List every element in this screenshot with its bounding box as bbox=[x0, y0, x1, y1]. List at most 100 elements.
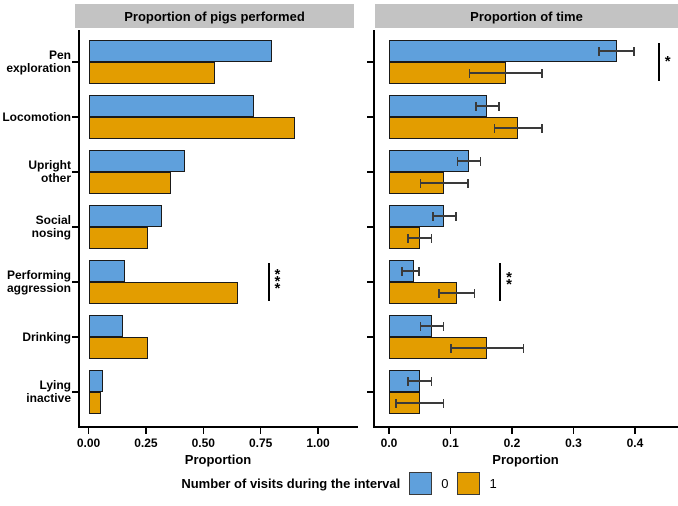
error-bar bbox=[419, 321, 445, 331]
error-bar bbox=[401, 266, 420, 276]
y-axis-tick bbox=[72, 226, 78, 228]
x-axis-tick bbox=[634, 428, 636, 434]
significance-star: * bbox=[664, 52, 671, 70]
y-axis-tick bbox=[72, 116, 78, 118]
bar bbox=[88, 282, 238, 304]
x-axis-tick-label: 0.00 bbox=[76, 436, 101, 450]
y-axis-tick bbox=[72, 281, 78, 283]
bar bbox=[88, 260, 126, 282]
error-bar bbox=[419, 178, 469, 188]
error-bar-cap-right bbox=[498, 101, 500, 111]
error-bar-cap-left bbox=[432, 211, 434, 221]
error-bar bbox=[468, 68, 543, 78]
plot-area bbox=[373, 30, 678, 428]
y-axis-category-label-line: Social bbox=[35, 213, 71, 227]
error-bar-cap-right bbox=[430, 376, 433, 386]
y-axis-category-label-line: Pen bbox=[48, 48, 71, 62]
error-bar-line bbox=[395, 402, 445, 404]
x-axis-tick bbox=[259, 428, 262, 434]
error-bar-cap-right bbox=[442, 398, 445, 408]
y-axis-category-label: Drinking bbox=[0, 330, 71, 344]
x-axis-tick-label: 1.00 bbox=[306, 436, 330, 450]
error-bar-cap-right bbox=[541, 123, 543, 133]
x-axis-tick-label: 0.2 bbox=[503, 436, 521, 450]
significance-star: * bbox=[274, 265, 281, 283]
error-bar-line bbox=[407, 237, 433, 239]
significance-line bbox=[499, 263, 502, 301]
error-bar-cap-right bbox=[455, 211, 457, 221]
panel-title: Proportion of time bbox=[470, 8, 583, 24]
error-bar-line bbox=[456, 160, 482, 162]
error-bar-cap-left bbox=[395, 398, 397, 408]
bar bbox=[88, 62, 215, 84]
y-axis-category-label: Performing aggression bbox=[0, 269, 71, 295]
y-axis-category-label: Locomotion bbox=[0, 109, 71, 124]
panel-title: Proportion of pigs performed bbox=[124, 8, 305, 24]
error-bar-line bbox=[401, 270, 420, 272]
x-axis-tick bbox=[202, 428, 205, 434]
x-axis-tick-label: 0.75 bbox=[248, 436, 273, 450]
significance-star: * bbox=[274, 279, 281, 297]
error-bar-cap-right bbox=[479, 156, 482, 166]
error-bar-cap-right bbox=[418, 266, 420, 276]
y-axis-category-label: Social nosing bbox=[0, 214, 71, 240]
error-bar-cap-right bbox=[430, 233, 433, 243]
error-bar-cap-left bbox=[438, 288, 440, 298]
legend-title: Number of visits during the interval bbox=[181, 475, 401, 491]
x-axis-tick-label: 0.4 bbox=[626, 436, 644, 450]
error-bar-cap-left bbox=[456, 156, 459, 166]
significance-stars: * * * bbox=[274, 265, 289, 297]
y-axis-category-label-line: other bbox=[41, 171, 71, 185]
error-bar-cap-right bbox=[541, 68, 543, 78]
x-axis-tick bbox=[145, 428, 147, 434]
error-bar-cap-left bbox=[419, 178, 422, 188]
y-axis-tick bbox=[72, 391, 78, 393]
y-axis-tick bbox=[367, 281, 373, 283]
panel-strip: Proportion of pigs performed bbox=[75, 4, 354, 28]
error-bar-cap-right bbox=[442, 321, 445, 331]
y-axis-tick bbox=[367, 61, 373, 63]
significance-star: * bbox=[506, 276, 512, 293]
y-axis-category-label-line: Upright bbox=[28, 158, 71, 172]
error-bar bbox=[493, 123, 543, 133]
y-axis-category-label-line: inactive bbox=[26, 391, 71, 405]
x-axis-tick bbox=[511, 428, 513, 434]
error-bar bbox=[407, 376, 433, 386]
error-bar-line bbox=[598, 50, 635, 52]
error-bar-cap-left bbox=[475, 101, 477, 111]
significance-star: * bbox=[274, 272, 281, 290]
significance-stars: * bbox=[664, 52, 678, 70]
y-axis-tick bbox=[72, 171, 78, 173]
x-axis-tick-label: 0.3 bbox=[565, 436, 582, 450]
y-axis-tick bbox=[367, 336, 373, 338]
bar bbox=[88, 315, 123, 337]
y-axis-tick bbox=[367, 171, 373, 173]
error-bar-line bbox=[468, 72, 543, 74]
y-axis-category-label: Pen exploration bbox=[0, 49, 71, 75]
error-bar bbox=[407, 233, 433, 243]
bar bbox=[389, 95, 488, 117]
error-bar-line bbox=[419, 325, 445, 327]
error-bar bbox=[475, 101, 500, 111]
legend-item-label-1: 1 bbox=[489, 475, 497, 491]
legend: Number of visits during the interval 0 1 bbox=[0, 467, 678, 499]
y-axis-category-label-line: Locomotion bbox=[2, 109, 71, 124]
legend-swatch-0 bbox=[409, 471, 433, 495]
y-axis-category-label: Lying inactive bbox=[0, 379, 71, 405]
x-axis-tick-label: 0.50 bbox=[191, 436, 215, 450]
y-axis-category-label-line: aggression bbox=[6, 281, 71, 295]
error-bar bbox=[598, 46, 635, 56]
y-axis-tick bbox=[367, 226, 373, 228]
error-bar-cap-left bbox=[493, 123, 496, 133]
significance-line bbox=[267, 263, 270, 301]
error-bar-cap-left bbox=[407, 233, 409, 243]
x-axis-title: Proportion bbox=[492, 452, 559, 467]
error-bar-cap-right bbox=[473, 288, 476, 298]
error-bar-cap-left bbox=[450, 343, 452, 353]
y-axis-category-label-line: Performing bbox=[6, 268, 71, 282]
bar bbox=[88, 172, 172, 194]
error-bar bbox=[456, 156, 482, 166]
error-bar-cap-right bbox=[633, 46, 635, 56]
error-bar-cap-right bbox=[522, 343, 525, 353]
